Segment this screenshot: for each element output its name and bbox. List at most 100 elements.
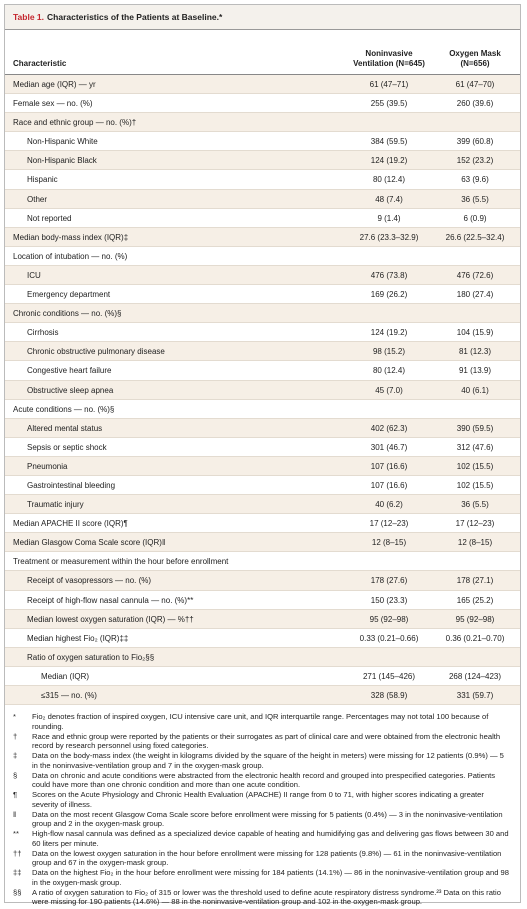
footnote-text: Data on the most recent Glasgow Coma Sca…: [32, 809, 503, 829]
cell-value: 98 (15.2): [372, 347, 406, 357]
row-label: Median Glasgow Coma Scale score (IQR)‖: [13, 538, 166, 548]
cell-value: 255 (39.5): [370, 99, 408, 109]
footnote: †† Data on the lowest oxygen saturation i…: [13, 849, 510, 868]
cell-value: 0.36 (0.21–0.70): [445, 633, 505, 643]
footnote-symbol: **: [13, 829, 19, 839]
footnote-text: Data on the body-mass index (the weight …: [32, 751, 504, 770]
table-row: ICU 476 (73.8) 476 (72.6): [5, 265, 520, 286]
table-row: Pneumonia 107 (16.6) 102 (15.5): [5, 456, 520, 476]
group-label: Treatment or measurement within the hour…: [13, 557, 229, 567]
table-row: Hispanic 80 (12.4) 63 (9.6): [5, 170, 520, 190]
cell-value: 36 (5.5): [461, 194, 489, 204]
group-label: Location of intubation — no. (%): [13, 251, 128, 261]
footnote-symbol: §§: [13, 887, 22, 897]
cell-value: 124 (19.2): [370, 156, 408, 166]
cell-value: 107 (16.6): [370, 480, 408, 490]
row-label: Congestive heart failure: [27, 366, 112, 376]
table-row: Receipt of vasopressors — no. (%) 178 (27…: [5, 571, 520, 591]
cell-value: 165 (25.2): [456, 595, 494, 605]
table-row: Traumatic injury 40 (6.2) 36 (5.5): [5, 495, 520, 515]
group-label: Chronic conditions — no. (%)§: [13, 309, 122, 319]
cell-value: 91 (13.9): [458, 366, 492, 376]
footnote-symbol: ‖: [13, 809, 17, 819]
table-row: Location of intubation — no. (%): [5, 247, 520, 266]
cell-value: 61 (47–70): [455, 80, 495, 89]
row-label: Sepsis or septic shock: [27, 442, 107, 452]
row-label: Median (IQR): [41, 671, 90, 681]
cell-value: 95 (92–98): [455, 614, 495, 624]
cell-value: 102 (15.5): [456, 461, 494, 471]
cell-value: 61 (47–71): [369, 80, 409, 89]
row-label: Hispanic: [27, 175, 58, 185]
cell-value: 152 (23.2): [456, 156, 494, 166]
table-row: Non-Hispanic White 384 (59.5) 399 (60.8): [5, 132, 520, 152]
cell-value: 328 (58.9): [370, 691, 408, 700]
row-label: ICU: [27, 270, 41, 280]
footnote-symbol: ¶: [13, 790, 18, 800]
cell-value: 63 (9.6): [461, 175, 489, 185]
table-row: Emergency department 169 (26.2) 180 (27.4): [5, 285, 520, 305]
cell-value: 312 (47.6): [456, 442, 494, 452]
footnote: ** High-flow nasal cannula was defined as…: [13, 829, 510, 848]
cell-value: 17 (12–23): [369, 519, 409, 529]
footnote-text: Fio₂ denotes fraction of inspired oxygen…: [32, 712, 489, 731]
footnotes: * Fio₂ denotes fraction of inspired oxyge…: [5, 705, 520, 907]
row-label: Median highest Fio₂ (IQR)‡‡: [27, 633, 129, 643]
cell-value: 95 (92–98): [369, 614, 409, 624]
table-row: Median lowest oxygen saturation (IQR) — …: [5, 609, 520, 629]
table-row: Median (IQR) 271 (145–426) 268 (124–423): [5, 667, 520, 686]
table-row: Receipt of high-flow nasal cannula — no.…: [5, 591, 520, 610]
row-label: Obstructive sleep apnea: [27, 385, 114, 395]
footnote-symbol: *: [13, 712, 16, 722]
row-label: Cirrhosis: [27, 328, 59, 338]
row-label: Gastrointestinal bleeding: [27, 480, 116, 490]
table-row: Gastrointestinal bleeding 107 (16.6) 102 (…: [5, 476, 520, 496]
cell-value: 476 (72.6): [456, 270, 494, 280]
cell-value: 27.6 (23.3–32.9): [359, 232, 419, 242]
table-row: Median highest Fio₂ (IQR)‡‡ 0.33 (0.21–0.…: [5, 629, 520, 648]
row-label: Traumatic injury: [27, 500, 84, 510]
cell-value: 390 (59.5): [456, 423, 494, 433]
footnote-symbol: §: [13, 770, 18, 780]
cell-value: 0.33 (0.21–0.66): [359, 633, 419, 643]
table-row: Median body-mass index (IQR)‡ 27.6 (23.3–…: [5, 227, 520, 247]
row-label: Not reported: [27, 213, 72, 223]
footnote-text: High-flow nasal cannula was defined as a…: [32, 829, 509, 848]
footnote: §§ A ratio of oxygen saturation to Fio₂ o…: [13, 888, 510, 907]
cell-value: 48 (7.4): [375, 194, 403, 204]
group-label: Race and ethnic group — no. (%)†: [13, 118, 137, 128]
cell-value: 268 (124–423): [448, 671, 502, 681]
row-label: Female sex — no. (%): [13, 99, 93, 109]
cell-value: 12 (8–15): [457, 538, 493, 548]
cell-value: 6 (0.9): [463, 213, 487, 223]
table-row: Female sex — no. (%) 255 (39.5) 260 (39.6): [5, 94, 520, 114]
cell-value: 40 (6.2): [375, 500, 403, 510]
row-label: Non-Hispanic Black: [27, 156, 97, 166]
row-label: Chronic obstructive pulmonary disease: [27, 347, 165, 357]
group-label: Ratio of oxygen saturation to Fio₂§§: [27, 652, 155, 662]
title-bar: Table 1. Characteristics of the Patients …: [5, 5, 520, 30]
footnote: ‖ Data on the most recent Glasgow Coma Sc…: [13, 810, 510, 829]
table-row: Sepsis or septic shock 301 (46.7) 312 (47.…: [5, 438, 520, 457]
table-row: Median Glasgow Coma Scale score (IQR)‖ 12…: [5, 533, 520, 553]
footnote: § Data on chronic and acute conditions we…: [13, 771, 510, 790]
table-row: Race and ethnic group — no. (%)†: [5, 113, 520, 133]
row-label: Emergency department: [27, 290, 111, 300]
table-label: Table 1.: [13, 12, 45, 22]
table-row: Altered mental status 402 (62.3) 390 (59.5…: [5, 418, 520, 438]
row-label: Median age (IQR) — yr: [13, 80, 96, 89]
row-label: ≤315 — no. (%): [41, 691, 97, 700]
column-heading: Oxygen Mask (N=656): [449, 49, 501, 68]
cell-value: 9 (1.4): [377, 213, 401, 223]
footnote-symbol: ‡: [13, 751, 18, 761]
cell-value: 17 (12–23): [455, 519, 495, 529]
table-row: Ratio of oxygen saturation to Fio₂§§: [5, 647, 520, 667]
footnote: ‡‡ Data on the highest Fio₂ in the hour b…: [13, 868, 510, 887]
row-label: Receipt of high-flow nasal cannula — no.…: [27, 595, 194, 605]
cell-value: 399 (60.8): [456, 137, 494, 147]
table-row: Obstructive sleep apnea 45 (7.0) 40 (6.1): [5, 380, 520, 400]
cell-value: 124 (19.2): [370, 328, 408, 338]
table-row: Cirrhosis 124 (19.2) 104 (15.9): [5, 323, 520, 343]
footnote-text: Race and ethnic group were reported by t…: [32, 731, 501, 751]
cell-value: 178 (27.6): [370, 576, 408, 586]
